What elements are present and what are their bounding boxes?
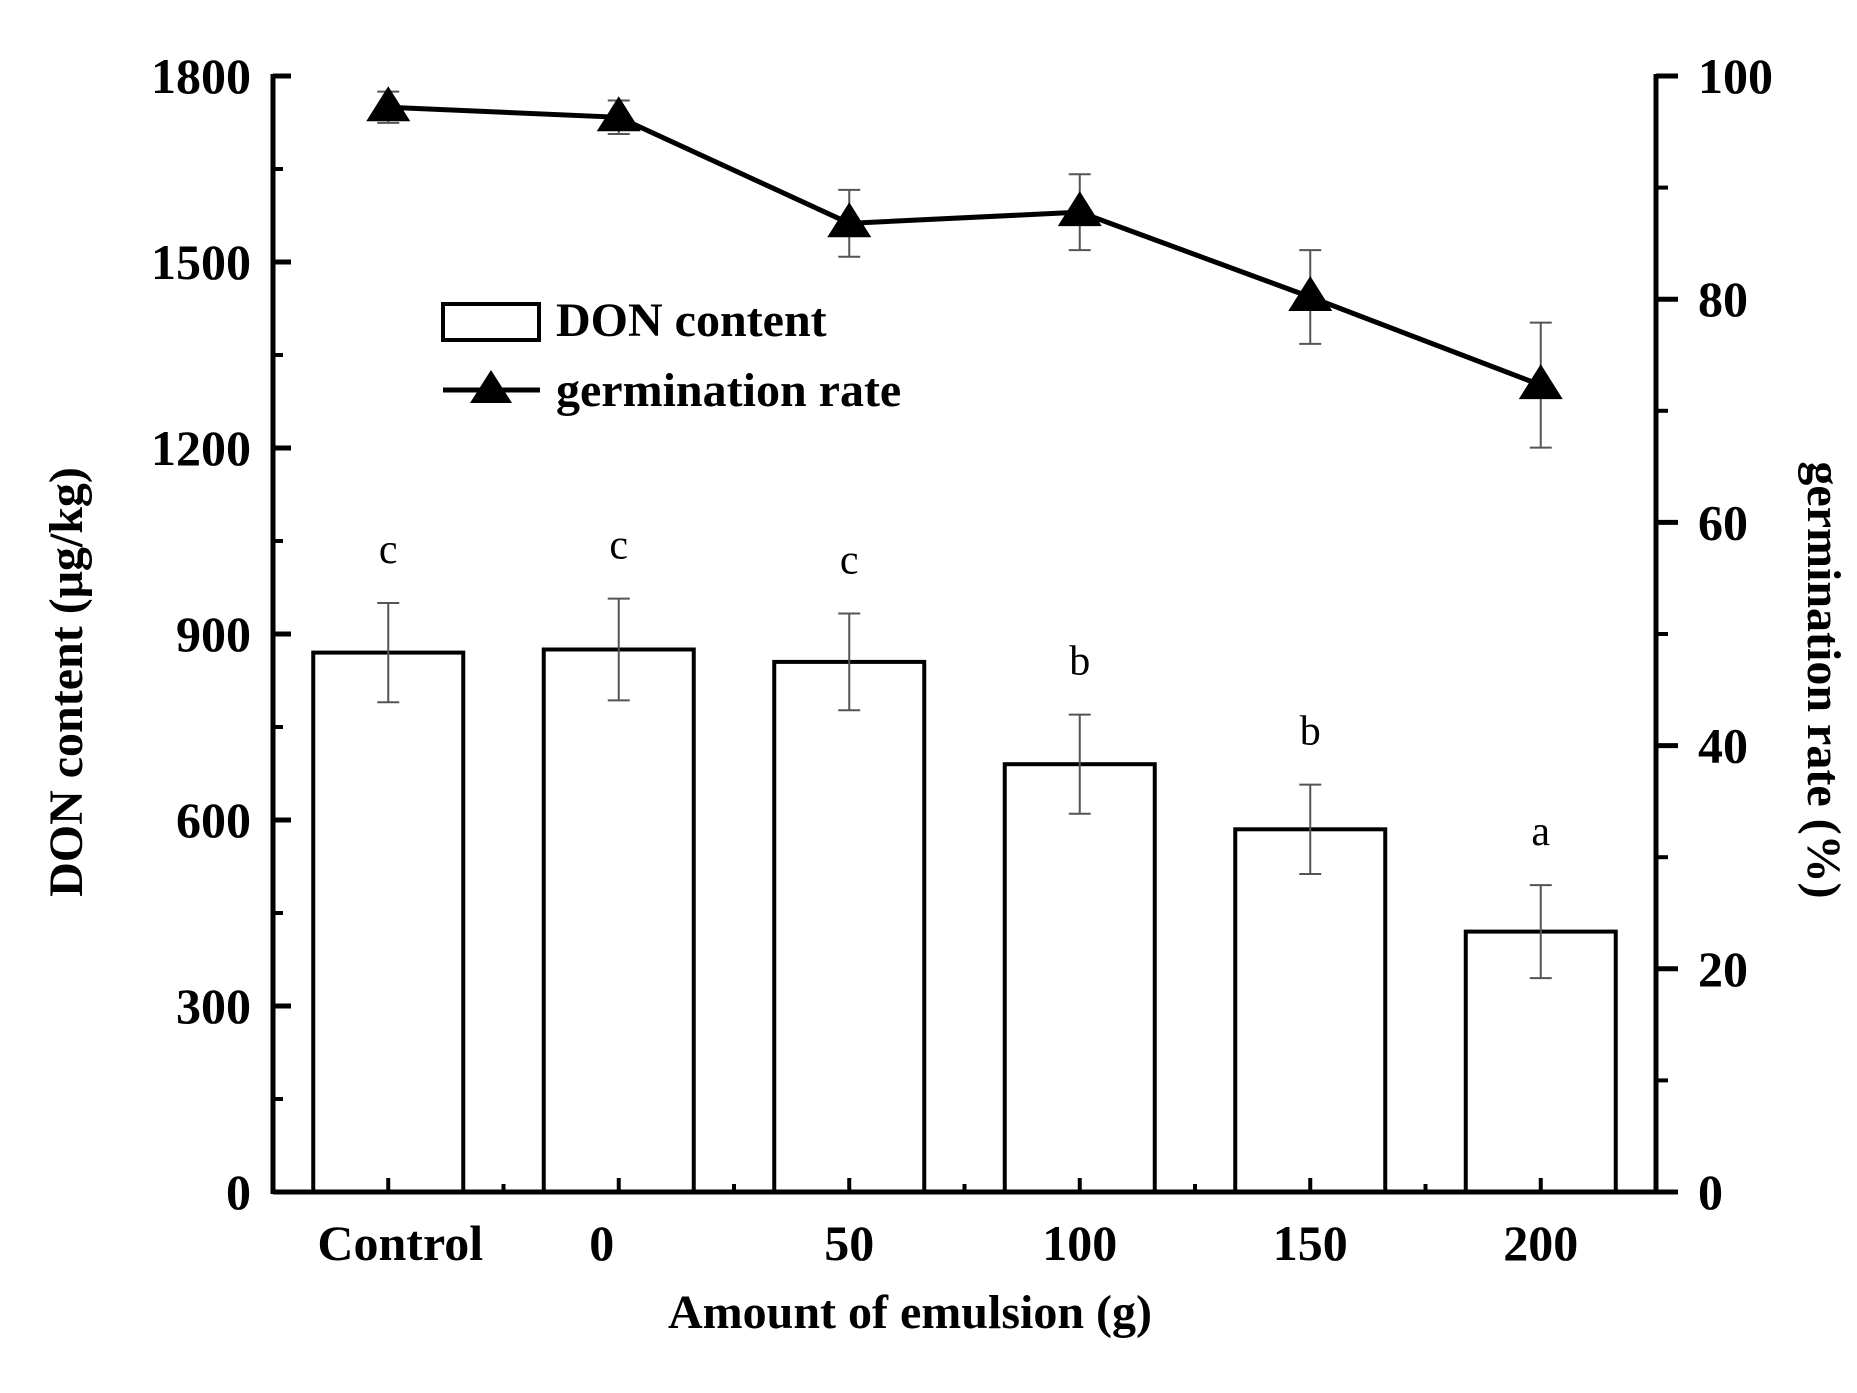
significance-label-Control: c — [379, 527, 398, 573]
triangle-marker-Control — [366, 86, 411, 122]
legend-bar-swatch — [441, 302, 541, 342]
triangle-marker-150 — [1288, 275, 1333, 311]
y-right-tick-label-0: 0 — [1698, 1164, 1723, 1220]
bar-150 — [1233, 827, 1388, 1194]
y-left-tick-label-600: 600 — [176, 792, 251, 848]
y-left-tick-label-300: 300 — [176, 978, 251, 1034]
x-axis-title: Amount of emulsion (g) — [668, 1286, 1152, 1339]
y-left-tick-label-1800: 1800 — [151, 48, 251, 104]
y-right-tick-label-40: 40 — [1698, 718, 1748, 774]
y-left-tick-label-0: 0 — [226, 1164, 251, 1220]
bar-100 — [1002, 762, 1157, 1194]
significance-label-50: c — [840, 538, 859, 584]
x-tick-label-50: 50 — [824, 1215, 874, 1271]
bar-50 — [772, 659, 927, 1194]
y-right-tick-label-60: 60 — [1698, 494, 1748, 550]
triangle-marker-200 — [1518, 364, 1563, 400]
y-right-axis-title: germination rate (%) — [1797, 461, 1850, 898]
y-right-tick-label-20: 20 — [1698, 941, 1748, 997]
x-tick-label-0: 0 — [589, 1215, 614, 1271]
legend-label-don: DON content — [556, 294, 827, 347]
triangle-marker-50 — [827, 202, 872, 238]
triangle-marker-0 — [596, 96, 641, 132]
significance-label-150: b — [1300, 709, 1321, 755]
y-left-tick-label-1500: 1500 — [151, 234, 251, 290]
y-left-axis-title: DON content (μg/kg) — [40, 467, 93, 897]
bar-Control — [311, 650, 466, 1194]
y-right-tick-label-80: 80 — [1698, 271, 1748, 327]
x-tick-label-Control: Control — [317, 1215, 483, 1271]
significance-label-200: a — [1531, 809, 1550, 855]
significance-label-0: c — [609, 523, 628, 569]
axes: 0300600900120015001800020406080100Contro… — [151, 48, 1773, 1271]
bar-0 — [541, 647, 696, 1194]
y-left-tick-label-900: 900 — [176, 606, 251, 662]
triangle-marker-100 — [1057, 191, 1102, 227]
significance-label-100: b — [1069, 639, 1090, 685]
y-left-tick-label-1200: 1200 — [151, 420, 251, 476]
x-tick-label-150: 150 — [1273, 1215, 1348, 1271]
legend-label-germination: germination rate — [556, 364, 901, 417]
legend: DON content germination rate — [441, 294, 901, 417]
y-right-tick-label-100: 100 — [1698, 48, 1773, 104]
x-tick-label-200: 200 — [1503, 1215, 1578, 1271]
plot-area: c c c b b a — [311, 86, 1618, 1194]
x-tick-label-100: 100 — [1042, 1215, 1117, 1271]
legend-triangle-marker — [470, 370, 512, 403]
germination-line — [388, 104, 1542, 388]
